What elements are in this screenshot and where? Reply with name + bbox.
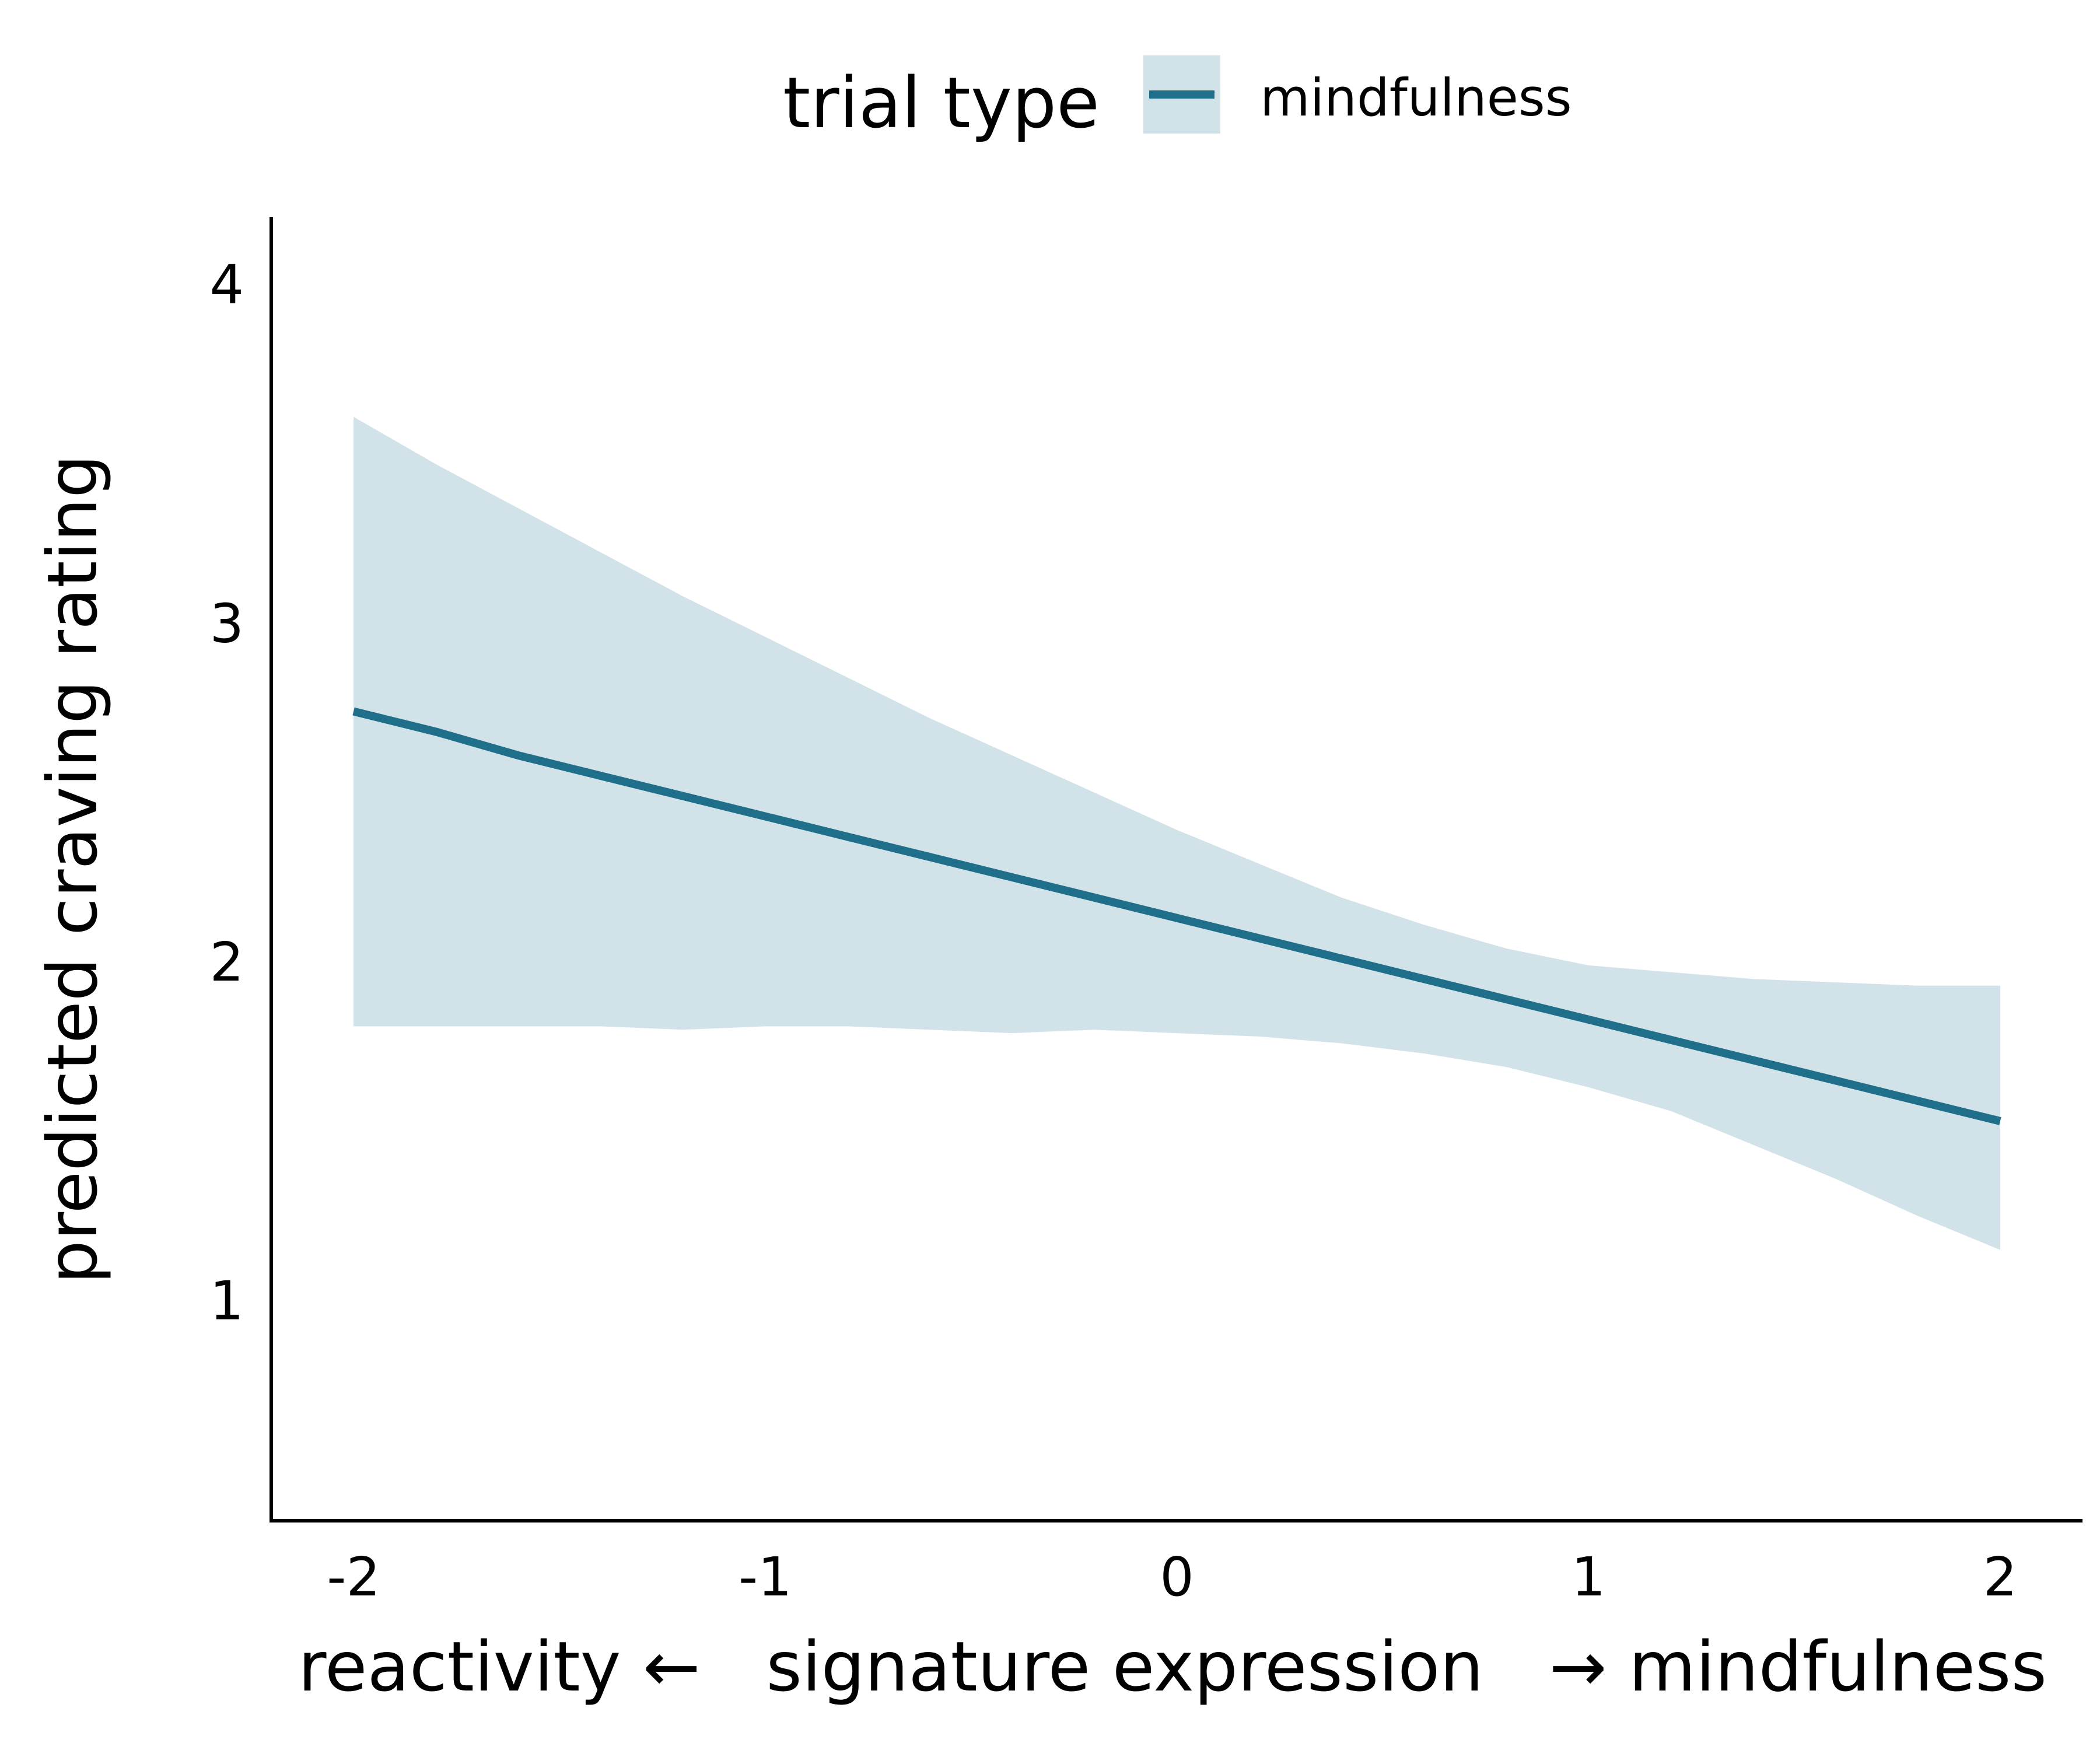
x-tick-labels: -2 -1 0 1 2 [327,1546,2017,1608]
x-tick-label: 2 [1983,1546,2018,1608]
x-tick-label: -2 [327,1546,380,1608]
y-tick-label: 4 [209,254,244,316]
y-tick-label: 3 [209,593,244,655]
x-tick-label: -1 [738,1546,792,1608]
y-tick-label: 1 [209,1270,244,1332]
y-axis-title: predicted craving rating [32,454,113,1284]
confidence-band-mindfulness [354,416,2000,1250]
plot-area [352,416,2001,1250]
legend-title: trial type [783,63,1100,144]
x-axis-title: reactivity ← signature expression → mind… [298,1626,2047,1707]
y-tick-label: 2 [209,931,244,993]
legend-label-mindfulness: mindfulness [1260,68,1572,128]
x-tick-label: 1 [1572,1546,1606,1608]
y-tick-labels: 1 2 3 4 [209,254,244,1332]
series-line-mindfulness [352,707,2001,1125]
x-tick-label: 0 [1160,1546,1194,1608]
